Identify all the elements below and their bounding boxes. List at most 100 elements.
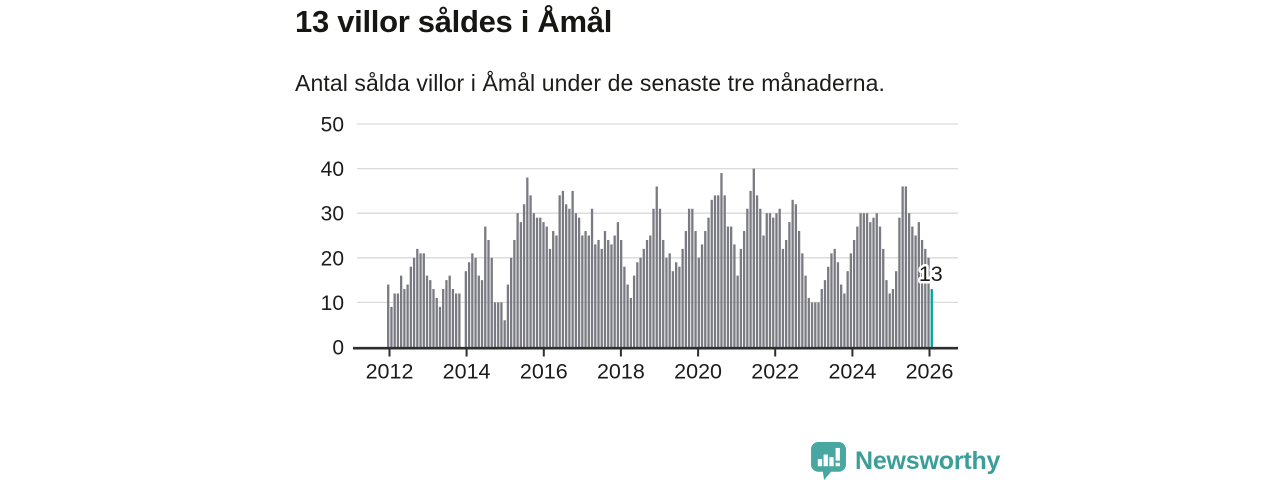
bar bbox=[629, 297, 633, 347]
bar bbox=[526, 177, 529, 347]
bar bbox=[778, 208, 781, 347]
x-tick-label: 2016 bbox=[520, 360, 568, 384]
bar bbox=[626, 284, 629, 347]
bar bbox=[781, 248, 785, 347]
bar bbox=[791, 199, 794, 347]
bar bbox=[451, 289, 455, 347]
bar bbox=[768, 213, 772, 347]
x-tick-label: 2020 bbox=[674, 360, 722, 384]
logo-bar-2 bbox=[823, 454, 828, 467]
bar bbox=[497, 302, 500, 347]
bar bbox=[759, 208, 762, 347]
bar bbox=[801, 253, 804, 347]
bar bbox=[539, 217, 542, 347]
bar bbox=[474, 257, 477, 347]
bar bbox=[616, 222, 620, 347]
bar bbox=[409, 266, 412, 347]
bar bbox=[907, 213, 911, 347]
bar bbox=[493, 302, 497, 347]
bar bbox=[438, 306, 442, 347]
bar bbox=[500, 302, 503, 347]
bar bbox=[742, 231, 746, 347]
x-tick-label: 2018 bbox=[597, 360, 645, 384]
bar bbox=[814, 302, 817, 347]
bar bbox=[393, 293, 396, 347]
bar bbox=[797, 231, 801, 347]
bar bbox=[513, 239, 516, 347]
bar bbox=[849, 253, 853, 347]
bar bbox=[730, 226, 733, 347]
bar bbox=[749, 190, 752, 347]
y-tick-label: 10 bbox=[321, 292, 344, 315]
bar bbox=[927, 257, 930, 347]
bar bbox=[620, 239, 623, 347]
bar bbox=[610, 244, 613, 347]
last-value-label: 13 bbox=[919, 262, 943, 286]
newsworthy-logo-icon bbox=[811, 442, 846, 480]
bar bbox=[542, 222, 545, 347]
bar bbox=[788, 222, 791, 347]
bar bbox=[817, 302, 820, 347]
bar bbox=[739, 248, 743, 347]
highlighted-bar bbox=[930, 289, 933, 347]
bar bbox=[852, 239, 856, 347]
bar bbox=[416, 248, 419, 347]
bar bbox=[840, 284, 843, 347]
bar bbox=[519, 222, 523, 347]
bar bbox=[412, 257, 416, 347]
bar bbox=[597, 239, 600, 347]
y-tick-label: 40 bbox=[321, 158, 344, 181]
bar bbox=[720, 173, 723, 347]
y-tick-label: 0 bbox=[332, 337, 344, 360]
bar bbox=[532, 213, 535, 347]
bar bbox=[707, 217, 710, 347]
bar bbox=[480, 280, 484, 347]
newsworthy-logo[interactable]: Newsworthy bbox=[810, 442, 1000, 480]
bar bbox=[704, 231, 707, 347]
bar bbox=[911, 226, 914, 347]
chart-subtitle: Antal sålda villor i Åmål under de senas… bbox=[295, 70, 885, 96]
bar bbox=[827, 266, 830, 347]
bar bbox=[885, 280, 888, 347]
bar bbox=[810, 302, 814, 347]
bar bbox=[632, 275, 636, 347]
bar bbox=[888, 293, 891, 347]
x-tick-label: 2014 bbox=[443, 360, 491, 384]
bar bbox=[804, 275, 807, 347]
bar bbox=[807, 297, 810, 347]
bar bbox=[387, 284, 390, 347]
bar bbox=[577, 217, 581, 347]
bar bbox=[613, 235, 616, 347]
bar bbox=[736, 275, 739, 347]
bar bbox=[558, 195, 561, 347]
bar bbox=[548, 248, 552, 347]
bar bbox=[623, 266, 626, 347]
bar bbox=[846, 271, 849, 347]
bar bbox=[603, 231, 607, 347]
bar bbox=[687, 208, 691, 347]
bar bbox=[490, 257, 493, 347]
bar bbox=[594, 244, 597, 347]
bar bbox=[655, 186, 658, 347]
bar bbox=[710, 199, 713, 347]
bar bbox=[607, 239, 610, 347]
x-tick-label: 2012 bbox=[366, 360, 414, 384]
bar bbox=[675, 262, 678, 347]
bar bbox=[658, 208, 662, 347]
bar bbox=[901, 186, 904, 347]
bar bbox=[697, 257, 700, 347]
logo-bubble-shape bbox=[811, 442, 846, 480]
bar bbox=[904, 186, 908, 347]
bar bbox=[668, 253, 671, 347]
bar bbox=[794, 204, 798, 347]
bar bbox=[713, 195, 717, 347]
bar bbox=[726, 226, 730, 347]
bar bbox=[652, 208, 655, 347]
bar bbox=[587, 235, 590, 347]
bar bbox=[636, 262, 639, 347]
bar bbox=[862, 213, 865, 347]
bar bbox=[891, 289, 895, 347]
bar bbox=[820, 289, 823, 347]
